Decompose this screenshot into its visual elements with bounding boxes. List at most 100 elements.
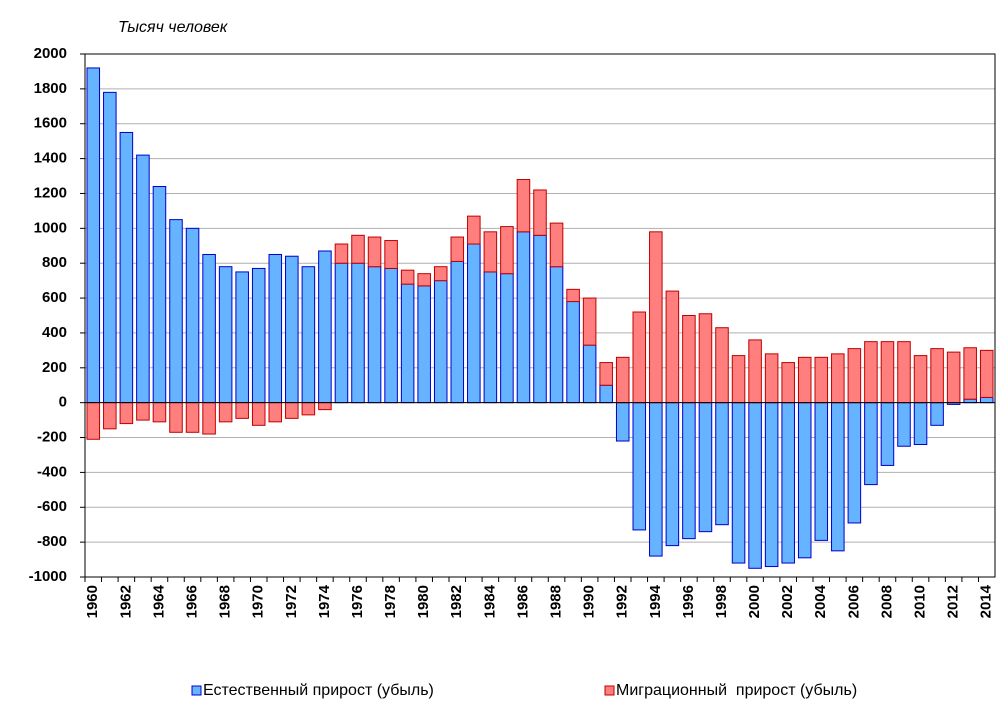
bar: [483, 271, 498, 404]
bar: [715, 327, 729, 404]
bar: [152, 185, 167, 404]
bar: [698, 313, 713, 404]
bar: [665, 290, 680, 404]
bar: [864, 402, 878, 486]
bar: [764, 353, 779, 404]
bar: [615, 356, 630, 404]
bar: [797, 356, 812, 404]
plot-frame: [84, 53, 996, 578]
bar: [384, 240, 398, 269]
x-tick-label: 1972: [283, 585, 300, 618]
y-tick-label: -1000: [29, 568, 67, 585]
bar: [963, 347, 977, 400]
y-tick-label: 200: [42, 359, 67, 376]
x-tick-label: 1984: [481, 584, 498, 618]
bar: [218, 266, 233, 404]
legend-swatch: [191, 685, 202, 696]
bar: [897, 341, 911, 404]
bar: [649, 402, 663, 557]
x-tick-label: 1976: [349, 585, 366, 618]
bar: [913, 402, 928, 446]
bar: [169, 219, 183, 404]
bar: [483, 231, 498, 273]
bar: [103, 91, 117, 404]
bar: [599, 384, 613, 404]
bar: [450, 260, 465, 404]
x-tick-label: 1982: [448, 585, 465, 618]
x-tick-label: 2012: [945, 585, 962, 618]
bar: [913, 355, 928, 404]
bar: [632, 311, 647, 404]
bar: [946, 351, 961, 404]
bar: [566, 301, 580, 404]
bar: [864, 341, 878, 404]
bar: [930, 348, 944, 404]
x-tick-label: 1974: [316, 584, 333, 618]
x-tick-label: 1964: [150, 584, 167, 618]
bar: [417, 273, 431, 287]
bar: [268, 253, 283, 404]
x-tick-label: 2000: [746, 585, 763, 618]
y-tick-label: 400: [42, 324, 67, 341]
bar: [847, 402, 862, 524]
bar: [251, 267, 266, 404]
y-tick-label: -600: [37, 498, 67, 515]
x-tick-label: 1986: [514, 585, 531, 618]
bar: [185, 402, 200, 433]
bar: [682, 402, 696, 540]
x-tick-label: 2014: [978, 584, 995, 618]
bar: [251, 402, 266, 426]
bar: [334, 243, 349, 264]
bar: [185, 227, 200, 404]
bar: [615, 402, 630, 442]
bar: [880, 341, 895, 404]
bar: [467, 215, 481, 245]
x-tick-label: 2010: [912, 585, 929, 618]
y-tick-label: 1200: [34, 184, 67, 201]
bar: [351, 234, 365, 264]
x-tick-label: 1998: [713, 585, 730, 618]
x-tick-label: 1966: [184, 585, 201, 618]
bar: [285, 255, 299, 404]
bar: [86, 67, 101, 404]
x-tick-label: 1994: [647, 584, 664, 618]
bar: [979, 396, 994, 404]
bar: [665, 402, 680, 547]
bar: [103, 402, 117, 430]
bar: [119, 402, 134, 425]
bar: [235, 402, 249, 419]
bar: [318, 402, 332, 411]
bar: [582, 344, 597, 404]
bar: [682, 315, 696, 404]
bar: [549, 222, 564, 268]
bar: [400, 269, 415, 285]
bar: [748, 339, 762, 404]
bar: [847, 348, 862, 404]
y-tick-label: 1600: [34, 115, 67, 132]
bar: [367, 266, 382, 404]
bar: [384, 267, 398, 404]
bar: [979, 349, 994, 398]
bar: [86, 402, 101, 440]
bar: [582, 297, 597, 346]
bar: [897, 402, 911, 447]
bar: [831, 402, 845, 552]
bar: [500, 226, 514, 275]
bar: [781, 362, 795, 404]
x-tick-label: 2004: [812, 584, 829, 618]
y-tick-label: 2000: [34, 45, 67, 62]
bar: [467, 243, 481, 404]
bar: [599, 362, 613, 386]
x-tick-label: 1996: [680, 585, 697, 618]
bar: [566, 288, 580, 303]
bar: [152, 402, 167, 423]
bar: [781, 402, 795, 564]
bar: [814, 356, 829, 404]
bar: [533, 189, 547, 236]
bar: [285, 402, 299, 419]
bar: [235, 271, 249, 404]
y-tick-label: -200: [37, 429, 67, 446]
bar: [367, 236, 382, 268]
bar: [119, 131, 134, 404]
bar: [169, 402, 183, 433]
